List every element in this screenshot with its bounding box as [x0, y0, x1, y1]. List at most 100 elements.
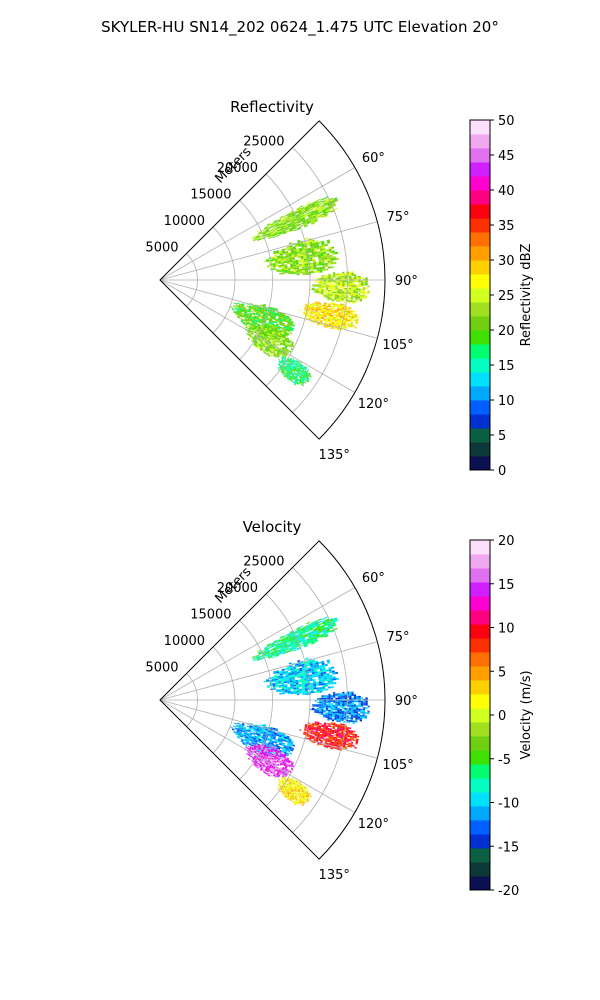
echo-gate: [237, 309, 240, 311]
echo-gate: [273, 773, 277, 776]
echo-gate: [307, 799, 310, 802]
echo-gate: [335, 288, 338, 291]
echo-gate: [249, 335, 252, 338]
echo-gate: [321, 675, 325, 679]
echo-gate: [319, 723, 322, 725]
echo-gate: [303, 255, 307, 258]
echo-gate: [302, 788, 305, 791]
echo-gate: [284, 636, 288, 639]
echo-gate: [341, 308, 344, 311]
echo-gate: [329, 618, 334, 622]
echo-gate: [238, 731, 242, 734]
echo-gate: [309, 794, 312, 797]
echo-gate: [343, 298, 346, 300]
echo-gate: [330, 711, 333, 713]
echo-gate: [333, 695, 336, 697]
echo-gate: [287, 372, 290, 375]
echo-gate: [259, 235, 264, 238]
echo-gate: [298, 244, 302, 247]
echo-gate: [288, 254, 292, 257]
echo-gate: [238, 313, 241, 316]
echo-gate: [348, 717, 351, 719]
echo-gate: [339, 716, 342, 718]
echo-gate: [283, 736, 287, 739]
echo-gate: [287, 375, 290, 377]
echo-gate: [296, 380, 299, 382]
echo-gate: [321, 197, 325, 201]
echo-gate: [319, 703, 322, 705]
echo-gate: [272, 686, 276, 689]
echo-gate: [265, 326, 268, 329]
echo-gate: [257, 757, 260, 760]
echo-gate: [260, 237, 265, 240]
echo-gate: [312, 735, 315, 738]
echo-gate: [309, 708, 312, 711]
echo-gate: [278, 231, 283, 234]
echo-gate: [280, 738, 284, 741]
echo-gate: [331, 741, 335, 744]
echo-gate: [355, 719, 358, 722]
echo-gate: [342, 746, 345, 749]
echo-gate: [302, 372, 304, 374]
echo-gate: [334, 731, 337, 734]
echo-gate: [279, 670, 283, 673]
echo-gate: [297, 659, 301, 663]
echo-gate: [319, 281, 322, 284]
echo-gate: [280, 361, 282, 363]
echo-gate: [257, 338, 260, 341]
echo-gate: [306, 220, 311, 223]
echo-gate: [284, 365, 286, 367]
echo-gate: [277, 350, 281, 353]
echo-gate: [360, 291, 363, 294]
echo-gate: [270, 323, 274, 326]
echo-gate: [323, 697, 327, 700]
echo-gate: [239, 303, 242, 306]
echo-gate: [287, 322, 291, 325]
echo-gate: [327, 311, 330, 314]
echo-gate: [321, 695, 324, 697]
echo-gate: [289, 370, 292, 372]
echo-gate: [321, 289, 324, 291]
echo-gate: [289, 245, 293, 248]
echo-gate: [349, 693, 352, 695]
echo-gate: [285, 253, 289, 256]
echo-gate: [251, 735, 255, 738]
echo-gate: [323, 632, 328, 635]
echo-gate: [365, 703, 368, 706]
echo-gate: [360, 280, 364, 283]
echo-gate: [243, 306, 247, 309]
echo-gate: [337, 308, 340, 310]
echo-gate: [269, 745, 273, 748]
echo-gate: [306, 621, 310, 625]
echo-gate: [241, 726, 244, 728]
echo-gate: [298, 379, 301, 382]
echo-gate: [266, 260, 270, 262]
echo-gate: [289, 779, 292, 782]
echo-gate: [338, 324, 341, 327]
echo-layer: [229, 196, 370, 387]
echo-gate: [294, 363, 296, 366]
range-tick-label: 10000: [164, 214, 205, 229]
echo-gate: [302, 377, 304, 380]
echo-gate: [241, 738, 245, 741]
echo-gate: [289, 323, 293, 326]
echo-gate: [284, 374, 287, 376]
echo-gate: [250, 754, 253, 757]
echo-gate: [294, 368, 296, 371]
echo-gate: [362, 711, 365, 714]
echo-gate: [300, 662, 304, 665]
echo-gate: [273, 670, 277, 673]
echo-gate: [334, 671, 339, 675]
echo-gate: [285, 756, 288, 759]
echo-gate: [294, 785, 297, 787]
echo-gate: [271, 676, 275, 679]
echo-gate: [295, 264, 299, 267]
echo-gate: [282, 358, 284, 360]
echo-gate: [309, 307, 312, 309]
echo-gate: [297, 794, 300, 796]
echo-gate: [299, 214, 304, 217]
echo-gate: [255, 738, 259, 741]
echo-gate: [339, 294, 342, 297]
echo-gate: [255, 655, 260, 658]
echo-gate: [344, 327, 348, 330]
